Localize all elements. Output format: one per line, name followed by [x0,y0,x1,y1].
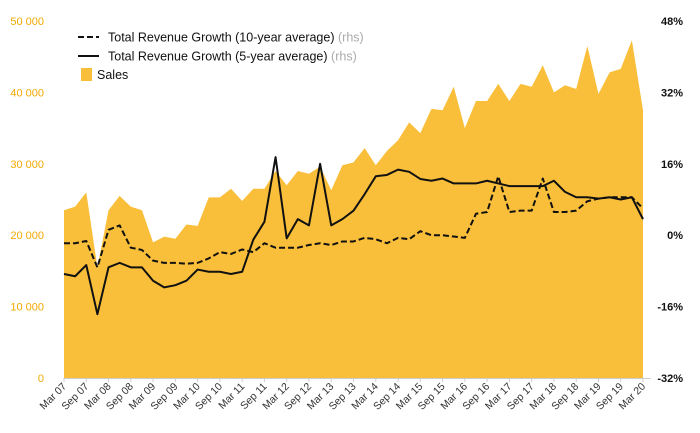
legend-sales-label: Sales [97,68,128,82]
right-tick-label: 32% [661,87,683,99]
left-axis: 0 10 000 20 000 30 000 40 000 50 000 [10,16,44,385]
legend-sales-swatch [81,68,92,81]
left-tick-label: 30 000 [10,159,44,171]
left-tick-label: 0 [38,373,44,385]
left-tick-label: 10 000 [10,302,44,314]
right-tick-label: 48% [661,16,683,28]
plot-area [63,40,644,378]
legend-five-year-label: Total Revenue Growth (5-year average) (r… [108,50,357,64]
five-year-growth-line [63,156,644,316]
right-tick-label: 16% [661,159,683,171]
right-tick-label: 0% [667,230,683,242]
left-tick-label: 40 000 [10,87,44,99]
ten-year-growth-line [64,175,644,269]
legend: Total Revenue Growth (10-year average) (… [78,31,364,82]
left-tick-label: 50 000 [10,16,44,28]
right-axis: -32% -16% 0% 16% 32% 48% [657,16,683,385]
right-tick-label: -16% [657,302,683,314]
right-tick-label: -32% [657,373,683,385]
legend-ten-year-label: Total Revenue Growth (10-year average) (… [108,31,364,45]
left-tick-label: 20 000 [10,230,44,242]
